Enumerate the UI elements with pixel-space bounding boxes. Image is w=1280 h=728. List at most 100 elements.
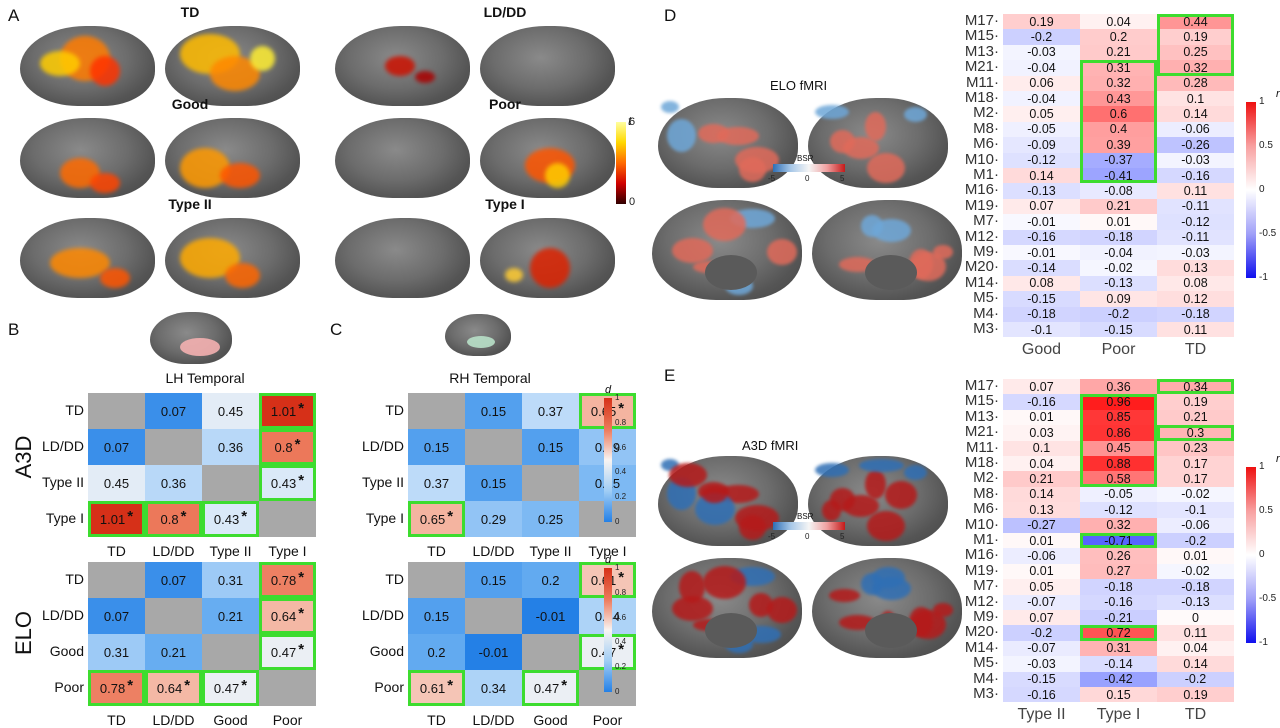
elo-heatmap-cell: -0.2 — [1080, 306, 1157, 322]
matrix-cell: 0.15 — [465, 393, 522, 429]
a3d-heatmap-cell: 0.19 — [1157, 394, 1234, 410]
elo-row-label: M13· — [964, 42, 999, 60]
bsr-blob — [767, 239, 797, 265]
elo-r-colorbar-tick: -1 — [1259, 272, 1268, 283]
elo-heatmap-cell: -0.03 — [1003, 44, 1080, 61]
significance-star: * — [618, 568, 625, 586]
d-colorbar-tick: 0.8 — [615, 417, 627, 427]
a3d-brain-view-2 — [652, 558, 802, 658]
a3d-heatmap-cell: 0.01 — [1003, 563, 1080, 580]
matrix-c-elo: 0.150.20.61*0.15-0.010.340.2-0.010.47*0.… — [408, 562, 636, 706]
a3d-row-label: M11· — [965, 438, 999, 456]
matrix-row-label: Type II — [41, 474, 84, 490]
elo-heatmap-cell: -0.2 — [1003, 29, 1080, 45]
a3d-significance-box — [1080, 394, 1157, 487]
cell-value: 0.34 — [480, 680, 507, 696]
matrix-cell: 0.45 — [88, 465, 145, 501]
matrix-col-label: Type I — [268, 543, 307, 559]
elo-heatmap-cell: 0.32 — [1157, 60, 1234, 76]
significance-star: * — [127, 676, 134, 694]
matrix-cell: 0.45 — [202, 393, 259, 429]
d-colorbar-tick: 0.6 — [615, 612, 627, 622]
a3d-row-label: M7· — [973, 577, 999, 595]
elo-heatmap-cell: 0.19 — [1157, 29, 1234, 45]
matrix-cell: 0.07 — [145, 393, 202, 429]
a3d-heatmap-cell: 0.21 — [1003, 471, 1080, 487]
a3d-significance-box — [1080, 533, 1157, 549]
a3d-heatmap-cell: -0.2 — [1003, 625, 1080, 641]
cell-value: -0.01 — [535, 608, 566, 624]
elo-row-label: M5· — [973, 289, 999, 307]
elo-row-label: M15· — [964, 27, 999, 45]
elo-heatmap-cell: 0.1 — [1157, 91, 1234, 107]
elo-heatmap-cell: -0.03 — [1157, 245, 1234, 261]
a3d-heatmap-cell: -0.71 — [1080, 533, 1157, 549]
a3d-heatmap-cell: -0.02 — [1157, 486, 1234, 503]
elo-bsr-tick-mid: 0 — [805, 174, 810, 183]
a3d-r-colorbar-tick: 0.5 — [1259, 505, 1273, 516]
bsr-blob — [815, 463, 849, 477]
cell-value: 0.15 — [480, 403, 507, 419]
group-label-good: Good — [171, 96, 209, 112]
elo-heatmap-cell: 0.11 — [1157, 183, 1234, 199]
elo-row-label: M20· — [964, 258, 999, 276]
rh-temporal-inset-brain — [445, 314, 511, 356]
cell-value: 0.07 — [103, 608, 130, 624]
a3d-heatmap-cell: 0.26 — [1080, 548, 1157, 564]
a3d-heatmap-cell: -0.07 — [1003, 640, 1080, 657]
elo-heatmap-cell: -0.15 — [1003, 291, 1080, 307]
panel-letter-c: C — [330, 320, 343, 339]
bsr-blob — [669, 463, 707, 487]
elo-row-label: M11· — [965, 73, 999, 91]
a3d-row-label: M18· — [964, 454, 999, 471]
a3d-heatmap-cell: 0 — [1157, 610, 1234, 626]
elo-heatmap-cell: 0.13 — [1157, 260, 1234, 276]
bsr-blob — [749, 593, 773, 617]
elo-heatmap-cell: 0.08 — [1003, 275, 1080, 292]
elo-row-label: M18· — [964, 89, 999, 106]
a3d-heatmap-cell: 0.23 — [1157, 440, 1234, 456]
a3d-row-label: M2· — [973, 469, 999, 487]
bsr-blob — [867, 153, 905, 183]
a3d-row-label: M10· — [964, 515, 999, 533]
elo-brain-view-3 — [812, 200, 962, 300]
a3d-heatmap-cell: 0.45 — [1080, 440, 1157, 456]
medial-wall — [864, 255, 917, 290]
activation-blob — [50, 248, 110, 278]
right-hemisphere — [165, 26, 300, 106]
bsr-blob — [933, 245, 953, 259]
matrix-cell: 0.64 * — [145, 670, 202, 706]
a3d-heatmap-cell: -0.06 — [1157, 517, 1234, 533]
elo-heatmap-cell: -0.16 — [1003, 229, 1080, 245]
matrix-cell: 0.07 — [88, 429, 145, 465]
elo-heatmap-cell: -0.15 — [1080, 322, 1157, 338]
activation-blob — [545, 163, 570, 188]
matrix-cell: -0.01 — [465, 634, 522, 670]
a3d-heatmap-cell: -0.16 — [1003, 687, 1080, 703]
significance-star: * — [618, 640, 625, 658]
significance-star: * — [298, 604, 305, 622]
d-colorbar-tick: 0.4 — [615, 467, 627, 477]
elo-row-label: M19· — [964, 196, 999, 214]
matrix-cell: 0.64 * — [259, 598, 316, 634]
left-hemisphere — [335, 26, 470, 106]
elo-row-label: M17· — [964, 12, 999, 29]
matrix-cell: 0.25 — [522, 501, 579, 537]
elo-heatmap-cell: 0.11 — [1157, 322, 1234, 338]
matrix-row-label: Good — [369, 643, 404, 659]
matrix-c-a3d: 0.150.370.65*0.150.150.290.370.150.250.6… — [408, 393, 636, 537]
a3d-heatmap-cell: -0.1 — [1157, 502, 1234, 518]
elo-significance-box — [1080, 60, 1157, 184]
cell-value: 0.43 — [213, 511, 240, 527]
elo-heatmap-cell: -0.1 — [1003, 322, 1080, 338]
brain-pair-2 — [20, 110, 310, 200]
a3d-heatmap-cell: -0.18 — [1080, 579, 1157, 595]
a3d-heatmap-cell: -0.02 — [1157, 563, 1234, 580]
matrix-col-label: Poor — [592, 712, 623, 728]
a3d-r-colorbar-label: r — [1276, 453, 1280, 465]
a3d-heatmap-cell: 0.86 — [1080, 425, 1157, 441]
significance-star: * — [241, 676, 248, 694]
a3d-heatmap-cell: 0.88 — [1080, 456, 1157, 472]
matrix-row-label: Type I — [45, 510, 84, 526]
elo-heatmap-cell: 0.01 — [1080, 214, 1157, 230]
